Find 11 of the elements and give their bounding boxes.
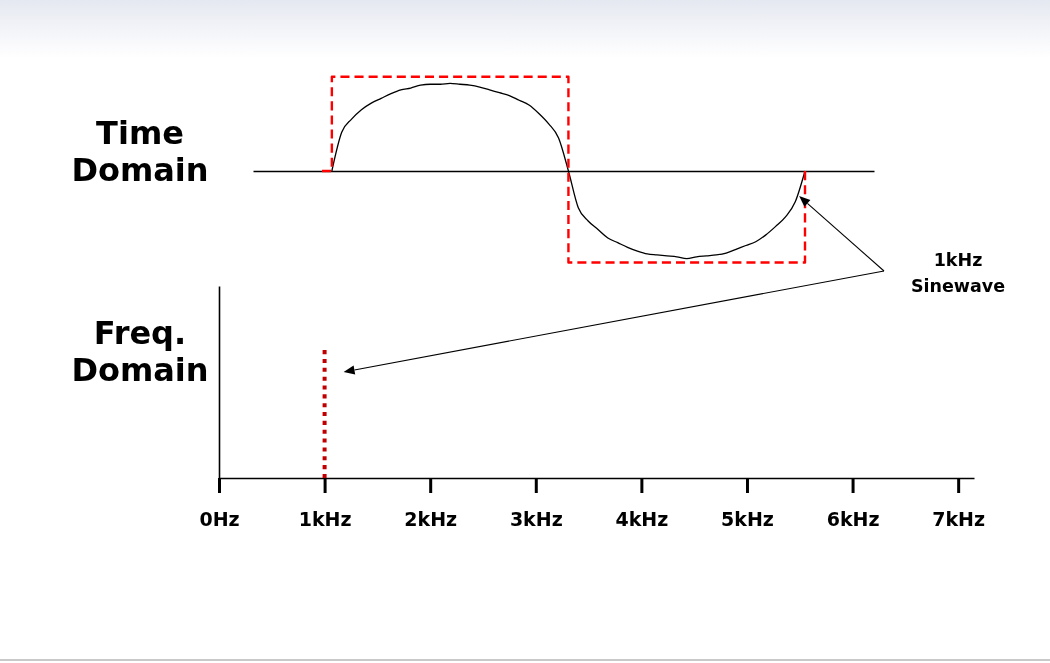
x-tick-label: 7kHz [932,507,986,530]
x-tick-label: 3kHz [509,507,563,530]
x-tick-label: 4kHz [615,507,669,530]
x-tick-label: 0Hz [199,507,240,530]
chart-title: Freq. Domain [70,314,210,389]
x-tick-label: 5kHz [721,507,774,530]
text: 1kHz Sinewave [909,249,1007,298]
x-tick-label: 6kHz [826,507,880,530]
x-tick-label: 2kHz [404,507,458,530]
text: Time Domain [70,114,210,189]
x-tick-label: 1kHz [298,507,352,530]
